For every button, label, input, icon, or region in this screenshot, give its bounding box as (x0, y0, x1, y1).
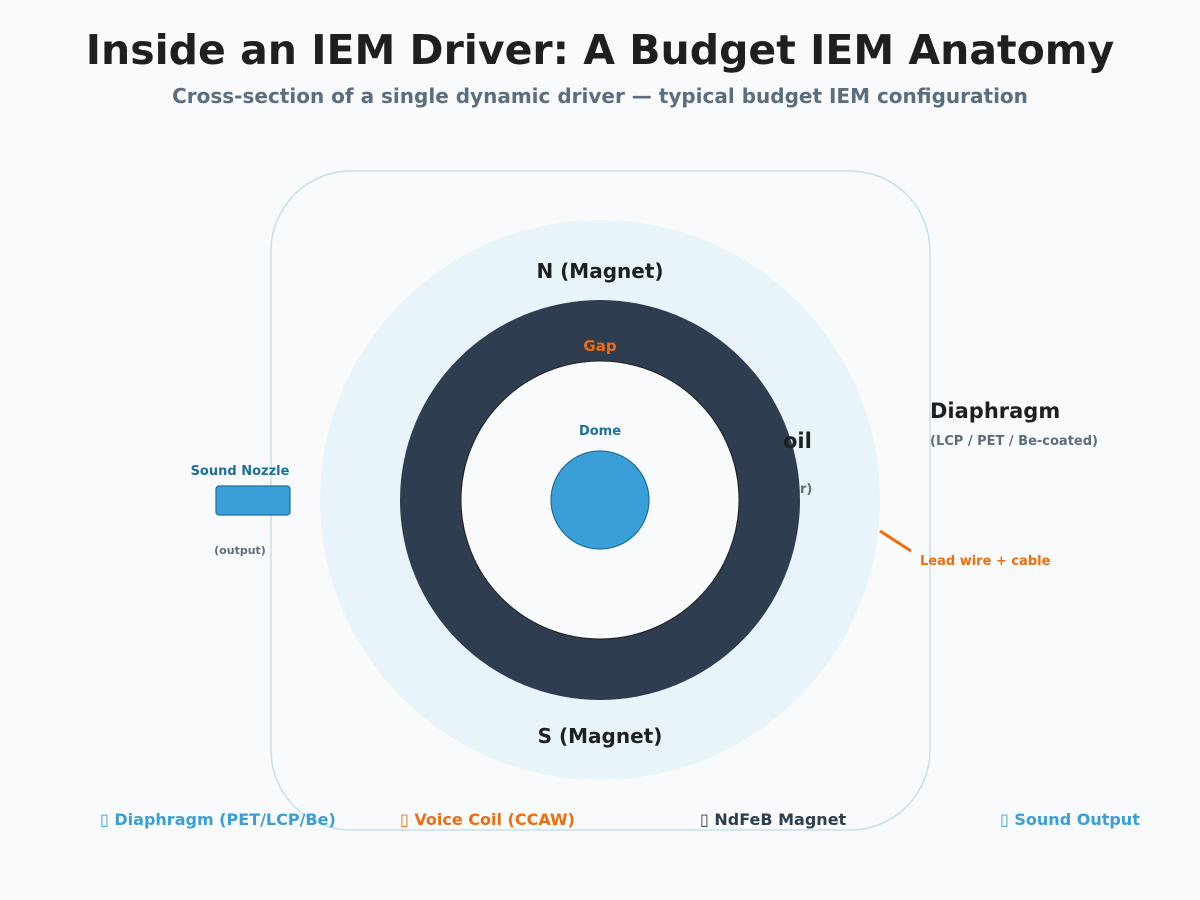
diaphragm-swatch-icon: ▯ (100, 810, 109, 829)
page-subtitle: Cross-section of a single dynamic driver… (172, 84, 1028, 108)
voice-coil-swatch-icon: ▯ (400, 810, 409, 829)
legend-item-diaphragm: ▯ Diaphragm (PET/LCP/Be) (100, 810, 336, 829)
legend-label: Voice Coil (CCAW) (414, 810, 575, 829)
magnet-swatch-icon: ▯ (700, 810, 709, 829)
magnet-south-label: S (Magnet) (538, 724, 663, 748)
legend-item-magnet: ▯ NdFeB Magnet (700, 810, 846, 829)
diaphragm-materials-label: (LCP / PET / Be-coated) (930, 434, 1098, 449)
dome-label: Dome (579, 424, 621, 439)
magnet-north-label: N (Magnet) (536, 259, 663, 283)
voice-coil-sublabel: r) (800, 482, 812, 497)
sound-nozzle-label: Sound Nozzle (191, 464, 290, 479)
sound-output-swatch-icon: ▯ (1000, 810, 1009, 829)
diaphragm-label: Diaphragm (930, 399, 1060, 423)
dome (550, 450, 650, 550)
voice-coil-label: oil (783, 429, 812, 453)
sound-nozzle (215, 485, 291, 516)
gap-label: Gap (583, 337, 616, 355)
lead-wire-label: Lead wire + cable (920, 554, 1051, 569)
legend-item-voice-coil: ▯ Voice Coil (CCAW) (400, 810, 575, 829)
legend-label: Diaphragm (PET/LCP/Be) (114, 810, 336, 829)
legend-label: NdFeB Magnet (714, 810, 847, 829)
legend-item-sound-output: ▯ Sound Output (1000, 810, 1140, 829)
lead-wire (879, 529, 912, 553)
sound-nozzle-sublabel: (output) (214, 544, 266, 557)
legend-label: Sound Output (1014, 810, 1140, 829)
page-title: Inside an IEM Driver: A Budget IEM Anato… (85, 26, 1115, 74)
